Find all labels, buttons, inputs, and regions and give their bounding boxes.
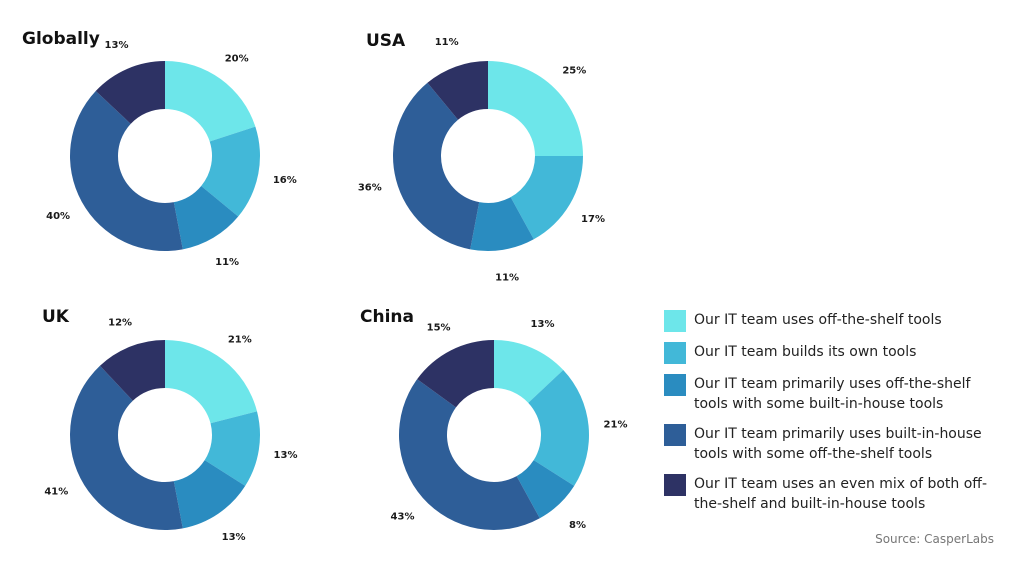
donut-slice bbox=[393, 82, 480, 250]
legend-item: Our IT team uses an even mix of both off… bbox=[664, 474, 1004, 514]
donut-slice bbox=[417, 340, 494, 408]
slice-percent-label: 13% bbox=[222, 532, 246, 543]
slice-percent-label: 21% bbox=[604, 420, 628, 431]
legend-item: Our IT team builds its own tools bbox=[664, 342, 1004, 364]
slice-percent-label: 13% bbox=[531, 319, 555, 330]
donut-slice bbox=[173, 185, 239, 250]
legend-label: Our IT team builds its own tools bbox=[694, 344, 917, 360]
legend-swatch bbox=[664, 310, 686, 332]
donut-slice bbox=[494, 340, 564, 403]
chart-title: China bbox=[360, 307, 414, 327]
chart-title: UK bbox=[42, 307, 70, 327]
slice-percent-label: 11% bbox=[215, 257, 239, 268]
legend: Our IT team uses off-the-shelf tools Our … bbox=[664, 310, 1004, 524]
donut-slice bbox=[70, 365, 183, 530]
donut-slice bbox=[165, 340, 258, 424]
slice-percent-label: 17% bbox=[581, 214, 605, 225]
legend-swatch bbox=[664, 374, 686, 396]
donut-chart-1: USA 25% 17% 11% 36% 11% bbox=[358, 31, 605, 284]
legend-swatch bbox=[664, 474, 686, 496]
chart-title: Globally bbox=[22, 29, 100, 49]
donut-slice bbox=[516, 460, 575, 519]
slice-percent-label: 11% bbox=[495, 273, 519, 284]
source-note: Source: CasperLabs bbox=[875, 532, 994, 546]
donut-slice bbox=[488, 61, 583, 156]
donut-slice bbox=[510, 156, 583, 240]
slice-percent-label: 16% bbox=[273, 175, 297, 186]
slice-percent-label: 43% bbox=[391, 512, 415, 523]
legend-label: Our IT team primarily uses off-the-shelf… bbox=[694, 376, 971, 412]
slice-percent-label: 20% bbox=[225, 53, 249, 64]
legend-item: Our IT team primarily uses off-the-shelf… bbox=[664, 374, 1004, 414]
legend-label: Our IT team uses an even mix of both off… bbox=[694, 476, 987, 512]
donut-chart-3: China 13% 21% 8% 43% 15% bbox=[360, 307, 627, 531]
donut-slice bbox=[99, 340, 165, 401]
legend-item: Our IT team uses off-the-shelf tools bbox=[664, 310, 1004, 332]
slice-percent-label: 12% bbox=[108, 318, 132, 329]
donut-slice bbox=[528, 369, 590, 486]
slice-percent-label: 15% bbox=[427, 322, 451, 333]
slice-percent-label: 13% bbox=[274, 450, 298, 461]
legend-label: Our IT team primarily uses built-in-hous… bbox=[694, 426, 982, 462]
slice-percent-label: 13% bbox=[105, 40, 129, 51]
donut-slice bbox=[398, 379, 540, 531]
donut-slice bbox=[69, 90, 183, 252]
legend-swatch bbox=[664, 424, 686, 446]
donut-chart-2: UK 21% 13% 13% 41% 12% bbox=[42, 307, 297, 543]
donut-slice bbox=[165, 61, 256, 142]
donut-slice bbox=[470, 197, 534, 252]
donut-slice bbox=[201, 126, 261, 217]
donut-slice bbox=[204, 411, 260, 486]
donut-slice bbox=[95, 61, 165, 124]
legend-item: Our IT team primarily uses built-in-hous… bbox=[664, 424, 1004, 464]
legend-swatch bbox=[664, 342, 686, 364]
donut-slice bbox=[427, 61, 488, 120]
slice-percent-label: 25% bbox=[562, 66, 586, 77]
legend-label: Our IT team uses off-the-shelf tools bbox=[694, 312, 942, 328]
slice-percent-label: 41% bbox=[44, 486, 68, 497]
slice-percent-label: 8% bbox=[569, 520, 586, 531]
donut-chart-0: Globally 20% 16% 11% 40% 13% bbox=[22, 29, 297, 268]
chart-title: USA bbox=[366, 31, 406, 51]
slice-percent-label: 21% bbox=[228, 335, 252, 346]
slice-percent-label: 11% bbox=[435, 37, 459, 48]
slice-percent-label: 36% bbox=[358, 182, 382, 193]
slice-percent-label: 40% bbox=[46, 211, 70, 222]
donut-slice bbox=[173, 460, 246, 529]
